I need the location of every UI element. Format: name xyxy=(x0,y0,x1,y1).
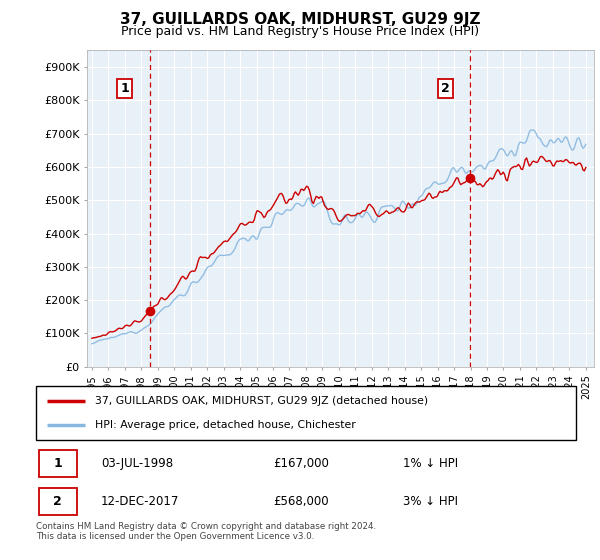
Text: 1% ↓ HPI: 1% ↓ HPI xyxy=(403,457,458,470)
Text: 1: 1 xyxy=(121,82,129,95)
Text: 37, GUILLARDS OAK, MIDHURST, GU29 9JZ (detached house): 37, GUILLARDS OAK, MIDHURST, GU29 9JZ (d… xyxy=(95,396,428,406)
Text: 12-DEC-2017: 12-DEC-2017 xyxy=(101,495,179,508)
Text: Price paid vs. HM Land Registry's House Price Index (HPI): Price paid vs. HM Land Registry's House … xyxy=(121,25,479,38)
Bar xyxy=(39,488,77,515)
Text: 37, GUILLARDS OAK, MIDHURST, GU29 9JZ: 37, GUILLARDS OAK, MIDHURST, GU29 9JZ xyxy=(120,12,480,27)
Text: HPI: Average price, detached house, Chichester: HPI: Average price, detached house, Chic… xyxy=(95,420,356,430)
Text: 3% ↓ HPI: 3% ↓ HPI xyxy=(403,495,458,508)
Text: 1: 1 xyxy=(53,457,62,470)
Bar xyxy=(39,450,77,477)
Text: £167,000: £167,000 xyxy=(274,457,329,470)
Text: Contains HM Land Registry data © Crown copyright and database right 2024.
This d: Contains HM Land Registry data © Crown c… xyxy=(36,522,376,542)
Text: 03-JUL-1998: 03-JUL-1998 xyxy=(101,457,173,470)
Text: £568,000: £568,000 xyxy=(274,495,329,508)
Text: 2: 2 xyxy=(440,82,449,95)
Text: 2: 2 xyxy=(53,495,62,508)
